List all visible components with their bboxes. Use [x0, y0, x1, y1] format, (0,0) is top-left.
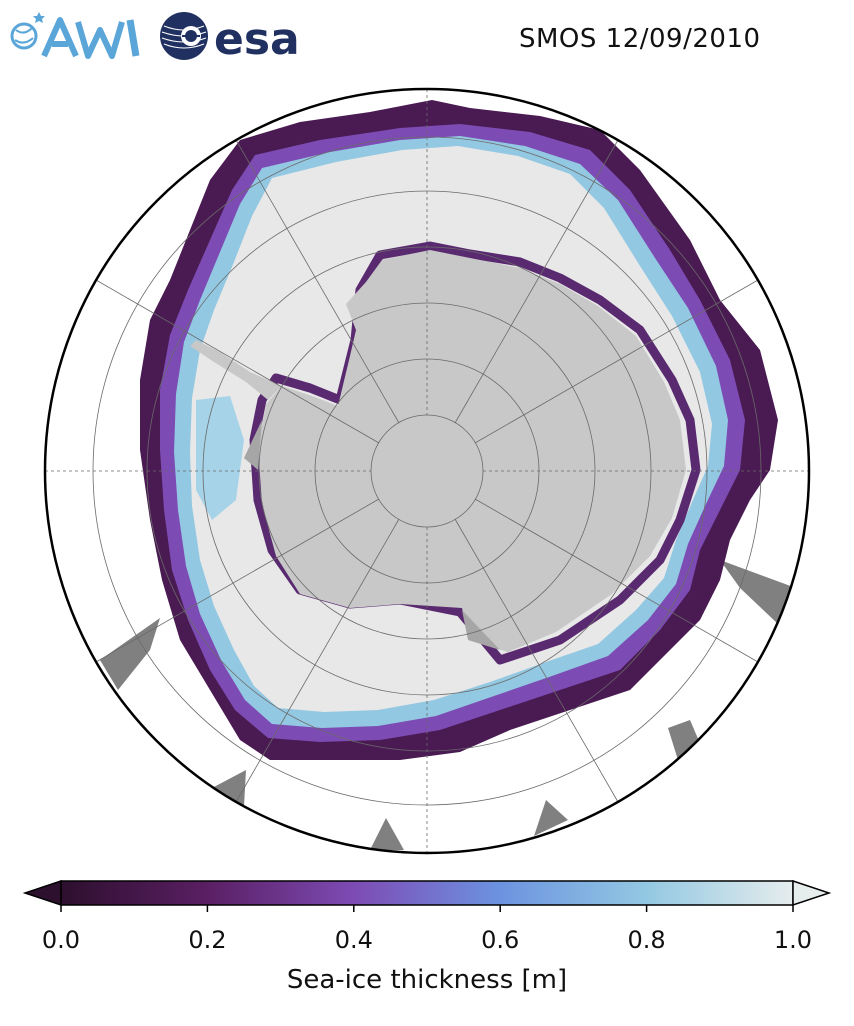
colorbar-gradient [60, 880, 794, 906]
esa-logo: esa [160, 12, 300, 65]
colorbar-label: Sea-ice thickness [m] [286, 965, 568, 995]
colorbar-tick-label: 0.2 [188, 926, 226, 954]
logo-group: esa [10, 12, 300, 65]
colorbar-tick-label: 0.8 [628, 926, 666, 954]
colorbar-tick-label: 0.4 [335, 926, 373, 954]
colorbar: 0.0 0.2 0.4 0.6 0.8 1.0 [22, 879, 832, 954]
weddell-sea-ice [196, 396, 244, 520]
colorbar-tick-label: 0.6 [481, 926, 519, 954]
svg-text:esa: esa [214, 14, 300, 65]
map-boundary-circle [43, 87, 811, 855]
colorbar-extend-high [792, 879, 832, 907]
antarctic-peninsula [190, 340, 282, 400]
colorbar-tick-label: 0.0 [42, 926, 80, 954]
colorbar-tick-label: 1.0 [774, 926, 812, 954]
awi-logo [10, 12, 140, 59]
antarctic-map [43, 87, 811, 855]
map-title: SMOS 12/09/2010 [519, 24, 761, 54]
antarctica-land [258, 250, 686, 652]
ice-shelf-ronne [244, 420, 262, 470]
meridian-lines [45, 89, 809, 853]
coastal-thin-ice [249, 241, 701, 665]
colorbar-extend-low [22, 879, 62, 907]
